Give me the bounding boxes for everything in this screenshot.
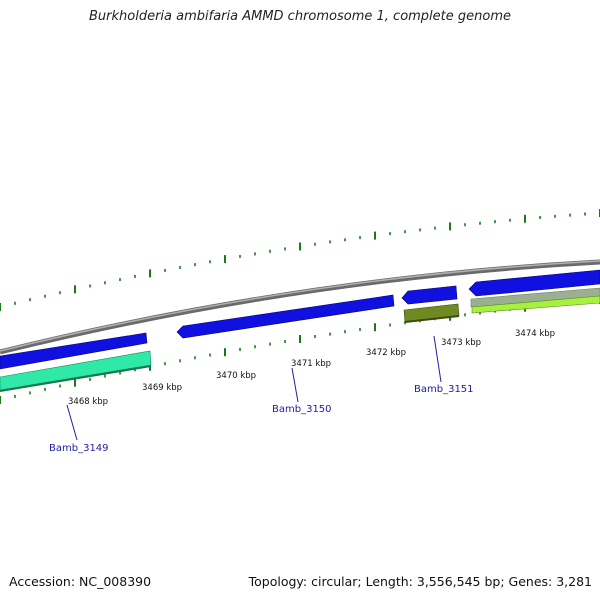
genome-backbone	[0, 259, 600, 355]
tick-label-3473: 3473 kbp	[441, 338, 481, 348]
gene-reverse-lime[interactable]	[471, 295, 600, 314]
leader-line-bamb-3150	[291, 367, 299, 403]
gene-label-bamb-3149[interactable]: Bamb_3149	[49, 443, 109, 454]
outer-tick-ring	[0, 209, 600, 311]
topology-text: Topology: circular; Length: 3,556,545 bp…	[248, 574, 592, 589]
gene-bamb-3149-reverse[interactable]	[0, 350, 152, 391]
tick-label-3472: 3472 kbp	[366, 348, 406, 358]
gene-reverse-sage[interactable]	[470, 287, 600, 308]
leader-line-bamb-3149	[66, 404, 78, 441]
accession-text: Accession: NC_008390	[9, 574, 152, 589]
tick-label-3468: 3468 kbp	[68, 397, 108, 407]
gene-bamb-3149-forward[interactable]	[0, 332, 148, 370]
tick-label-3474: 3474 kbp	[515, 329, 555, 339]
leader-line-bamb-3151	[433, 335, 442, 383]
tick-label-3469: 3469 kbp	[142, 383, 182, 393]
gene-bamb-3151[interactable]	[401, 285, 458, 305]
map-title: Burkholderia ambifaria AMMD chromosome 1…	[88, 9, 512, 24]
tick-label-3471: 3471 kbp	[291, 359, 331, 369]
gene-label-bamb-3151[interactable]: Bamb_3151	[414, 384, 474, 395]
gene-bamb-3150[interactable]	[176, 294, 395, 339]
gene-label-bamb-3150[interactable]: Bamb_3150	[272, 404, 332, 415]
tick-label-3470: 3470 kbp	[216, 371, 256, 381]
gene-next-forward[interactable]	[468, 269, 600, 297]
